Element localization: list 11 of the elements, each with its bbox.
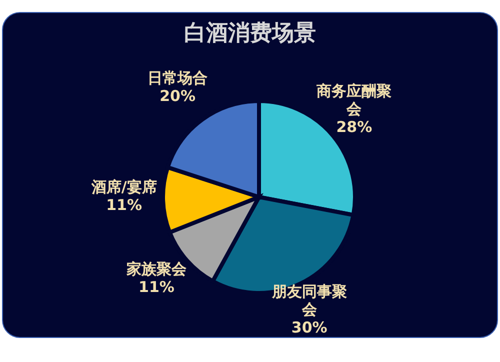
slice-label: 朋友同事聚会 — [270, 282, 347, 319]
slice-label: 家族聚会 — [125, 260, 188, 278]
slice-label: 商务应酬聚会 — [316, 82, 392, 118]
data-label: 11% — [138, 278, 174, 296]
data-label: 11% — [106, 196, 142, 214]
chart-title: 白酒消费场景 — [183, 20, 317, 48]
data-label: 20% — [160, 86, 196, 105]
data-label: 28% — [336, 118, 372, 136]
slice-label: 日常场合 — [148, 68, 208, 87]
slice-label: 酒席/宴席 — [90, 178, 157, 196]
data-label: 30% — [291, 318, 328, 337]
